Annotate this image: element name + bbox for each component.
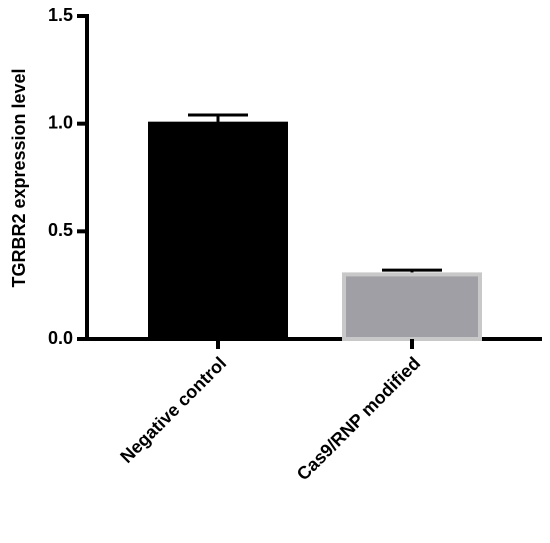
x-tick-label: Negative control <box>116 353 230 467</box>
y-axis-label: TGRBR2 expression level <box>9 68 29 287</box>
y-tick-label: 0.0 <box>48 328 73 348</box>
bar <box>342 272 482 341</box>
y-tick-label: 1.0 <box>48 112 73 132</box>
y-tick-label: 0.5 <box>48 220 73 240</box>
bar <box>148 121 288 341</box>
x-tick-label: Cas9/RNP modified <box>293 353 424 484</box>
y-tick-label: 1.5 <box>48 5 73 25</box>
